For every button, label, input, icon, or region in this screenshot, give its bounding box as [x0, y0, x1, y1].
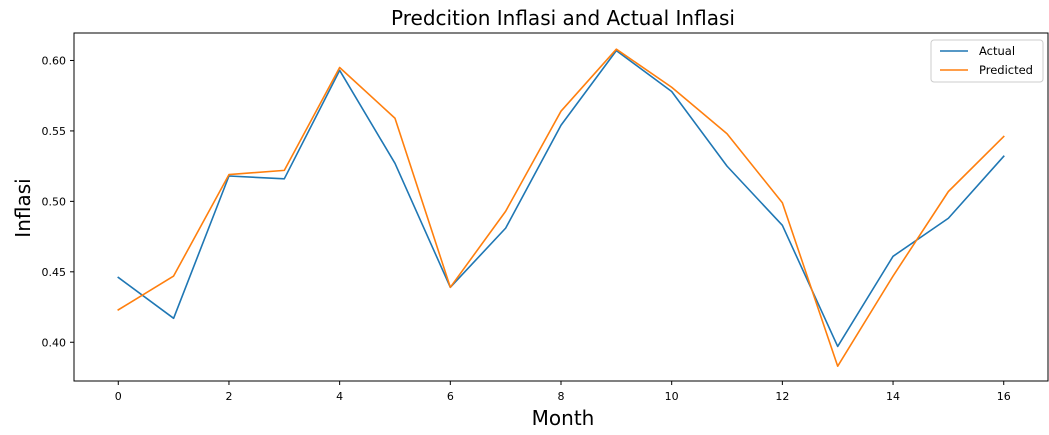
y-tick-label: 0.55 [42, 125, 67, 138]
x-tick-label: 4 [336, 390, 343, 403]
legend-label-actual: Actual [979, 44, 1015, 58]
x-axis-title: Month [532, 406, 595, 430]
x-tick-label: 16 [997, 390, 1011, 403]
x-tick-label: 8 [558, 390, 565, 403]
x-tick-label: 10 [665, 390, 679, 403]
series-layer [117, 48, 1005, 368]
x-tick-label: 12 [775, 390, 789, 403]
series-line-actual [117, 49, 1005, 348]
y-tick-label: 0.40 [42, 336, 67, 349]
x-tick-label: 0 [115, 390, 122, 403]
series-line-predicted [117, 48, 1005, 368]
y-tick-label: 0.50 [42, 195, 67, 208]
y-axis-title: Inflasi [11, 178, 35, 237]
x-tick-label: 14 [886, 390, 900, 403]
legend: Actual Predicted [930, 39, 1044, 83]
legend-label-predicted: Predicted [979, 63, 1033, 77]
axes-layer: 0 2 4 6 8 10 12 14 16 0.40 0.45 0.50 0.55 0.60 [42, 32, 1049, 403]
x-tick-label: 2 [225, 390, 232, 403]
y-tick-label: 0.60 [42, 54, 67, 67]
y-tick-label: 0.45 [42, 266, 67, 279]
chart-title: Predcition Inflasi and Actual Inflasi [391, 6, 735, 30]
axes-frame [73, 32, 1049, 382]
x-tick-label: 6 [447, 390, 454, 403]
